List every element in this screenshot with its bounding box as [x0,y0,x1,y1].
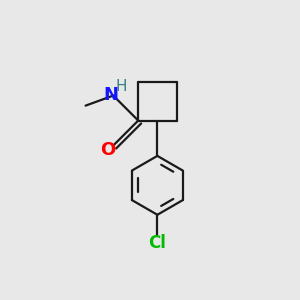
Text: N: N [103,86,118,104]
Text: O: O [100,141,116,159]
Text: Cl: Cl [148,234,166,252]
Text: H: H [116,79,127,94]
